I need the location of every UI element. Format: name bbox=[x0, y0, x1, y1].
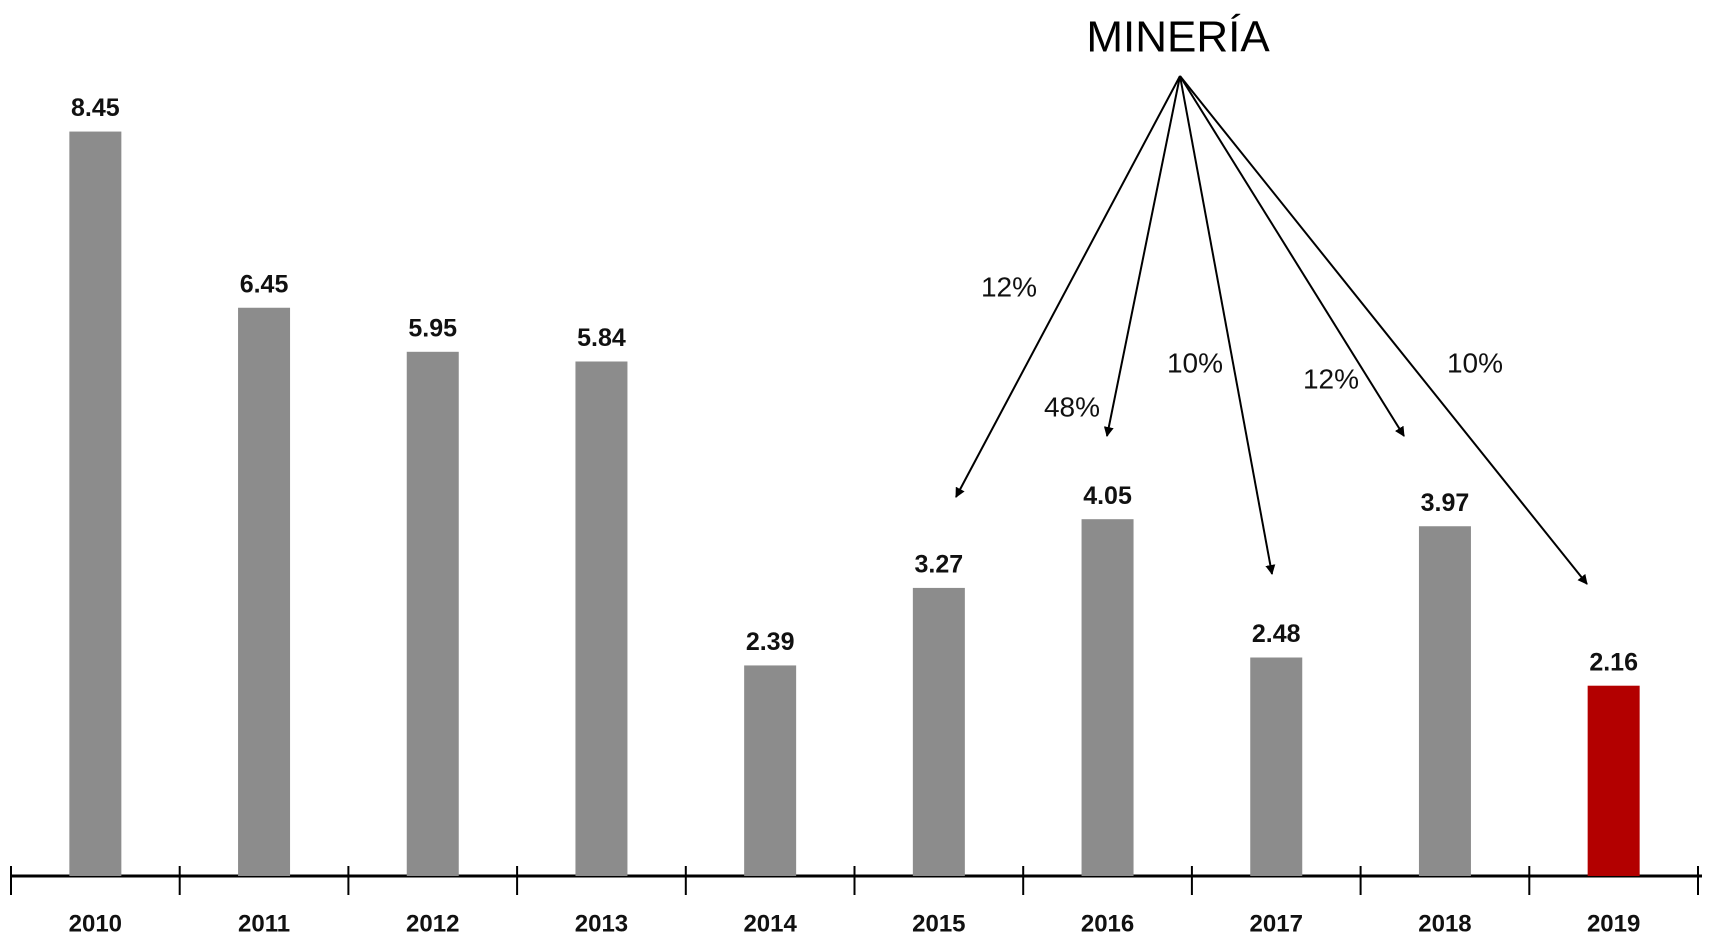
value-label: 2.16 bbox=[1589, 648, 1638, 676]
annotation-label: 10% bbox=[1447, 347, 1503, 378]
x-tick-label: 2013 bbox=[575, 910, 628, 937]
x-tick-label: 2014 bbox=[743, 910, 797, 937]
arrow bbox=[1179, 75, 1405, 437]
bar bbox=[238, 307, 291, 876]
x-tick-label: 2018 bbox=[1418, 910, 1471, 937]
value-label: 6.45 bbox=[240, 270, 289, 298]
bar bbox=[1587, 685, 1640, 876]
value-label: 5.84 bbox=[577, 324, 626, 352]
value-label: 3.27 bbox=[915, 551, 964, 579]
x-tick-label: 2015 bbox=[912, 910, 965, 937]
x-tick-label: 2012 bbox=[406, 910, 459, 937]
x-tick-label: 2016 bbox=[1081, 910, 1134, 937]
bar bbox=[1418, 526, 1471, 876]
bar bbox=[1250, 657, 1303, 876]
annotation-title: MINERÍA bbox=[1086, 13, 1270, 62]
value-label: 4.05 bbox=[1083, 482, 1132, 510]
arrow bbox=[1179, 75, 1276, 575]
bar bbox=[912, 587, 965, 876]
annotation-label: 12% bbox=[1303, 363, 1359, 394]
arrow bbox=[955, 75, 1181, 498]
x-tick-label: 2017 bbox=[1250, 910, 1303, 937]
bar bbox=[1081, 519, 1134, 876]
x-tick-label: 2010 bbox=[69, 910, 122, 937]
arrow bbox=[1179, 75, 1588, 585]
annotation-label: 12% bbox=[981, 271, 1037, 302]
value-label: 8.45 bbox=[71, 94, 120, 122]
value-label: 5.95 bbox=[408, 314, 457, 342]
annotation-label: 10% bbox=[1167, 347, 1223, 378]
bar bbox=[575, 361, 628, 877]
bar bbox=[744, 665, 797, 876]
value-label: 2.48 bbox=[1252, 620, 1301, 648]
bar bbox=[69, 131, 122, 876]
arrow bbox=[1103, 75, 1181, 437]
annotation-label: 48% bbox=[1044, 391, 1100, 422]
x-tick-label: 2011 bbox=[238, 910, 290, 937]
value-label: 3.97 bbox=[1421, 489, 1470, 517]
bar bbox=[406, 351, 459, 876]
value-label: 2.39 bbox=[746, 628, 795, 656]
x-tick-label: 2019 bbox=[1587, 910, 1640, 937]
